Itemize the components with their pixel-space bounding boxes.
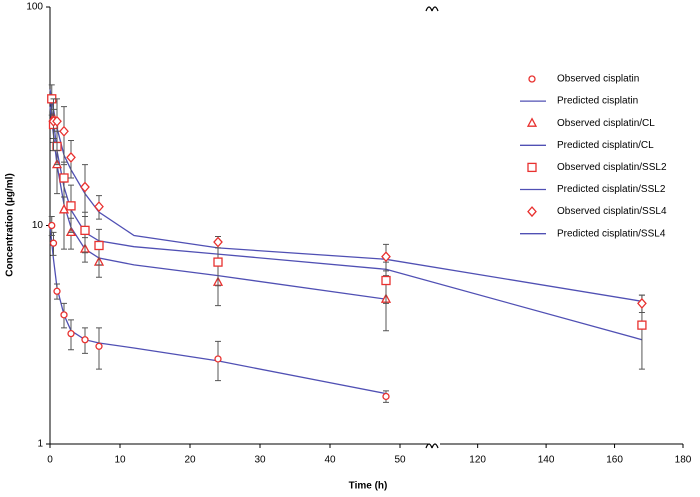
marker (94, 201, 104, 213)
marker (381, 275, 391, 286)
legend-label: Observed cisplatin/CL (557, 118, 655, 129)
marker (59, 125, 69, 137)
marker (213, 236, 223, 248)
y-tick-label: 10 (32, 220, 44, 231)
legend-label: Observed cisplatin/SSL2 (557, 162, 667, 173)
marker (213, 257, 223, 267)
marker (80, 181, 90, 193)
x-tick-label: 40 (324, 455, 336, 466)
prediction-line (49, 89, 643, 302)
marker (60, 311, 68, 319)
marker (67, 329, 75, 338)
x-tick-label: 0 (47, 455, 53, 466)
marker (66, 151, 76, 163)
marker (94, 240, 104, 251)
marker (59, 173, 69, 183)
marker (49, 239, 58, 247)
marker (382, 392, 390, 401)
legend-label: Predicted cisplatin/SSL2 (557, 184, 666, 195)
x-tick-label: 180 (675, 455, 692, 466)
marker (52, 115, 62, 127)
legend-label: Observed cisplatin (557, 74, 639, 85)
y-tick-label: 1 (37, 439, 43, 450)
marker (80, 225, 90, 236)
x-tick-label: 140 (538, 455, 555, 466)
marker (528, 75, 536, 83)
marker (53, 287, 61, 295)
marker (58, 203, 70, 214)
marker (526, 117, 538, 127)
x-axis-label: Time (h) (349, 481, 388, 492)
x-tick-label: 120 (469, 455, 486, 466)
x-tick-label: 20 (184, 455, 196, 466)
marker (214, 355, 222, 363)
x-tick-label: 160 (606, 455, 623, 466)
marker (637, 297, 647, 309)
x-tick-label: 10 (114, 455, 126, 466)
axis-break (425, 6, 439, 12)
legend-label: Predicted cisplatin (557, 96, 638, 107)
prediction-line (49, 225, 387, 395)
legend-label: Predicted cisplatin/CL (557, 140, 654, 151)
marker (48, 221, 56, 230)
marker (527, 206, 537, 218)
x-tick-label: 50 (394, 455, 406, 466)
axis-break (425, 443, 439, 449)
prediction-line (49, 98, 643, 341)
y-axis-label: Concentration (µg/ml) (5, 173, 16, 277)
marker (527, 162, 537, 173)
marker (95, 342, 103, 350)
marker (637, 320, 647, 330)
marker (81, 336, 89, 344)
marker (381, 251, 391, 263)
x-tick-label: 30 (254, 455, 266, 466)
marker (66, 201, 76, 211)
y-tick-label: 100 (26, 2, 43, 13)
legend-label: Predicted cisplatin/SSL4 (557, 228, 666, 239)
legend-label: Observed cisplatin/SSL4 (557, 206, 667, 217)
